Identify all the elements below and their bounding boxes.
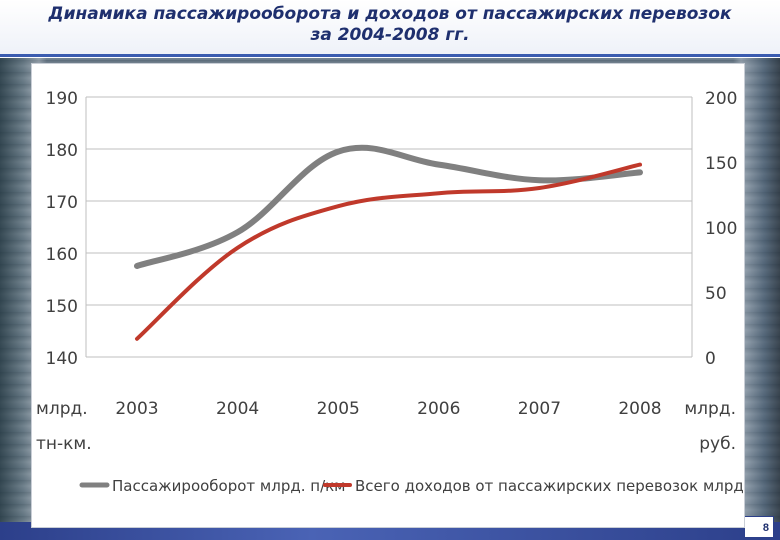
left-axis-label-line-1: млрд. bbox=[36, 399, 88, 419]
x-tick-label: 2007 bbox=[518, 399, 561, 419]
chart-panel: 190 180 170 160 150 140 200 150 100 50 0 2003 2004… bbox=[31, 63, 780, 528]
line-chart: 190 180 170 160 150 140 200 150 100 50 0 2003 2004… bbox=[36, 89, 780, 495]
left-tick-label: 170 bbox=[46, 193, 78, 213]
left-tick-label: 150 bbox=[46, 297, 78, 317]
slide-title-bar: Динамика пассажирооборота и доходов от п… bbox=[0, 0, 780, 57]
left-axis-label-line-2: тн-км. bbox=[36, 434, 92, 454]
x-tick-label: 2005 bbox=[317, 399, 360, 419]
right-tick-label: 50 bbox=[705, 284, 727, 304]
x-tick-label: 2008 bbox=[618, 399, 661, 419]
title-divider bbox=[0, 54, 780, 57]
series-line-1 bbox=[135, 162, 642, 341]
left-tick-label: 180 bbox=[46, 141, 78, 161]
legend: Пассажирооборот млрд. п/км Всего доходов… bbox=[79, 477, 780, 495]
legend-label-revenue: Всего доходов от пассажирских перевозок … bbox=[355, 477, 744, 495]
right-axis-label-line-2: руб. bbox=[699, 434, 736, 454]
left-tick-label: 160 bbox=[46, 245, 78, 265]
series-line-0 bbox=[134, 144, 643, 269]
right-tick-label: 150 bbox=[705, 154, 737, 174]
right-axis-label-line-1: млрд. bbox=[684, 399, 736, 419]
page-number: 8 bbox=[744, 516, 774, 538]
slide-title-line-2: за 2004-2008 гг. bbox=[310, 25, 470, 45]
left-axis-ticks: 190 180 170 160 150 140 bbox=[46, 89, 78, 369]
left-tick-label: 140 bbox=[46, 349, 78, 369]
left-tick-label: 190 bbox=[46, 89, 78, 109]
x-tick-label: 2006 bbox=[417, 399, 460, 419]
legend-label-passenger: Пассажирооборот млрд. п/км bbox=[112, 477, 346, 495]
slide-title-line-1: Динамика пассажирооборота и доходов от п… bbox=[48, 4, 732, 24]
x-axis-ticks: 2003 2004 2005 2006 2007 2008 bbox=[115, 399, 661, 419]
x-tick-label: 2004 bbox=[216, 399, 259, 419]
right-tick-label: 200 bbox=[705, 89, 737, 109]
right-axis-ticks: 200 150 100 50 0 bbox=[705, 89, 737, 369]
right-tick-label: 0 bbox=[705, 349, 716, 369]
x-tick-label: 2003 bbox=[115, 399, 158, 419]
series-layer bbox=[134, 144, 643, 341]
right-tick-label: 100 bbox=[705, 219, 737, 239]
grid-layer bbox=[85, 96, 693, 358]
